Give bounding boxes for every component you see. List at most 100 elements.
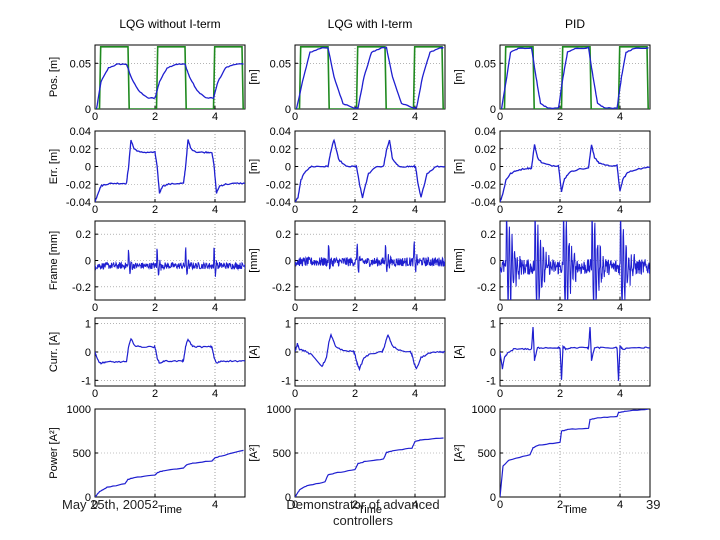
x-tick-label: 4 bbox=[212, 204, 218, 216]
x-tick-label: 4 bbox=[412, 499, 418, 511]
x-tick-label: 4 bbox=[617, 204, 623, 216]
y-axis-label: [A²] bbox=[248, 444, 260, 461]
x-axis-label: Time bbox=[158, 504, 182, 516]
x-tick-label: 2 bbox=[152, 302, 158, 314]
y-tick-label: 0.04 bbox=[270, 126, 291, 138]
subplot-title: LQG with I-term bbox=[328, 17, 413, 31]
y-axis-label: Pos. [m] bbox=[48, 57, 60, 97]
y-axis-label: Power [A²] bbox=[48, 427, 60, 478]
series-line-power bbox=[95, 449, 244, 497]
x-tick-label: 0 bbox=[497, 111, 503, 123]
x-tick-label: 0 bbox=[497, 388, 503, 400]
y-axis-label: [mm] bbox=[453, 248, 465, 272]
y-tick-label: -0.2 bbox=[72, 282, 91, 294]
x-tick-label: 0 bbox=[497, 302, 503, 314]
subplot-frame-3: -0.200.20 2 4[mm] bbox=[453, 220, 651, 314]
y-tick-label: 0.02 bbox=[270, 144, 291, 156]
x-tick-label: 4 bbox=[412, 204, 418, 216]
x-tick-label: 0 bbox=[497, 499, 503, 511]
x-tick-label: 2 bbox=[352, 499, 358, 511]
y-tick-label: -0.04 bbox=[266, 197, 291, 209]
footer-page: 39 bbox=[646, 497, 661, 512]
y-tick-label: -0.2 bbox=[272, 282, 291, 294]
y-axis-label: [A] bbox=[248, 345, 260, 358]
x-tick-label: 4 bbox=[412, 388, 418, 400]
y-tick-label: -1 bbox=[281, 375, 291, 387]
subplot-frame-2: -0.200.20 2 4[mm] bbox=[248, 220, 446, 314]
y-tick-label: 0 bbox=[85, 256, 91, 268]
x-tick-label: 4 bbox=[412, 302, 418, 314]
y-tick-label: -1 bbox=[81, 375, 91, 387]
y-axis-label: [m] bbox=[248, 159, 260, 174]
x-tick-label: 4 bbox=[212, 388, 218, 400]
x-tick-label: 2 bbox=[152, 204, 158, 216]
subplot-pos-3: PID 0 0.05 0 2 4 [m] bbox=[453, 17, 651, 123]
subplot-pos-1: LQG without I-term 0 0.05 0 2 4 Pos. [m] bbox=[48, 17, 246, 123]
x-tick-label: 2 bbox=[557, 302, 563, 314]
series-line-frame bbox=[500, 221, 650, 300]
axes-box bbox=[294, 44, 446, 110]
y-tick-label: 0.05 bbox=[475, 58, 496, 70]
series-line-position bbox=[95, 63, 244, 109]
series-line-frame bbox=[95, 247, 245, 277]
x-tick-label: 2 bbox=[557, 111, 563, 123]
subplot-err-2: -0.04 -0.02 0 0.02 0.04 0 2 4 [m] bbox=[248, 126, 446, 216]
axes-box bbox=[499, 44, 651, 110]
y-tick-label: 0.02 bbox=[475, 144, 496, 156]
y-tick-label: 0 bbox=[85, 104, 91, 116]
y-tick-label: 0 bbox=[285, 104, 291, 116]
y-tick-label: 1 bbox=[490, 319, 496, 331]
y-tick-label: 0.02 bbox=[70, 144, 91, 156]
subplot-err-1: -0.04 -0.02 0 0.02 0.04 0 2 4 Err. [m] bbox=[48, 126, 246, 216]
y-tick-label: -0.02 bbox=[471, 179, 496, 191]
series-line-position bbox=[500, 46, 649, 109]
x-tick-label: 4 bbox=[617, 499, 623, 511]
subplot-power-2: 0 500 1000 0 2 4 [A²] Time bbox=[248, 404, 446, 516]
footer-date: May 25th, 2005 bbox=[62, 497, 152, 512]
subplot-title: PID bbox=[565, 17, 585, 31]
y-tick-label: 500 bbox=[478, 448, 496, 460]
series-line-current bbox=[95, 337, 245, 365]
y-axis-label: [mm] bbox=[248, 248, 260, 272]
x-tick-label: 4 bbox=[617, 388, 623, 400]
x-tick-label: 0 bbox=[292, 204, 298, 216]
x-tick-label: 4 bbox=[212, 111, 218, 123]
y-tick-label: 0.04 bbox=[475, 126, 496, 138]
y-tick-label: 0 bbox=[85, 347, 91, 359]
x-tick-label: 0 bbox=[92, 388, 98, 400]
y-tick-label: 1 bbox=[285, 319, 291, 331]
x-tick-label: 4 bbox=[617, 302, 623, 314]
x-tick-label: 0 bbox=[92, 204, 98, 216]
y-tick-label: -0.04 bbox=[471, 197, 496, 209]
y-axis-label: [A²] bbox=[453, 444, 465, 461]
series-line-error bbox=[295, 138, 445, 202]
x-tick-label: 4 bbox=[212, 302, 218, 314]
y-tick-label: 0 bbox=[85, 492, 91, 504]
x-tick-label: 0 bbox=[292, 388, 298, 400]
series-line-frame bbox=[295, 241, 445, 273]
x-tick-label: 0 bbox=[292, 302, 298, 314]
x-tick-label: 0 bbox=[292, 111, 298, 123]
y-tick-label: -0.2 bbox=[477, 282, 496, 294]
x-tick-label: 2 bbox=[352, 388, 358, 400]
y-tick-label: 0.2 bbox=[76, 229, 91, 241]
y-tick-label: 0 bbox=[285, 162, 291, 174]
y-tick-label: 0.2 bbox=[276, 229, 291, 241]
y-tick-label: 1000 bbox=[472, 404, 496, 416]
y-tick-label: 0 bbox=[490, 104, 496, 116]
y-tick-label: 0 bbox=[490, 256, 496, 268]
y-axis-label: Curr. [A] bbox=[48, 332, 60, 372]
x-tick-label: 2 bbox=[352, 111, 358, 123]
series-line-error bbox=[500, 144, 650, 202]
series-line-reference bbox=[500, 46, 650, 109]
y-tick-label: 0 bbox=[490, 162, 496, 174]
y-tick-label: 0 bbox=[490, 347, 496, 359]
y-axis-label: Frame [mm] bbox=[48, 231, 60, 290]
x-tick-label: 0 bbox=[292, 499, 298, 511]
x-tick-label: 2 bbox=[152, 111, 158, 123]
x-tick-label: 2 bbox=[152, 499, 158, 511]
y-tick-label: 0.05 bbox=[70, 58, 91, 70]
